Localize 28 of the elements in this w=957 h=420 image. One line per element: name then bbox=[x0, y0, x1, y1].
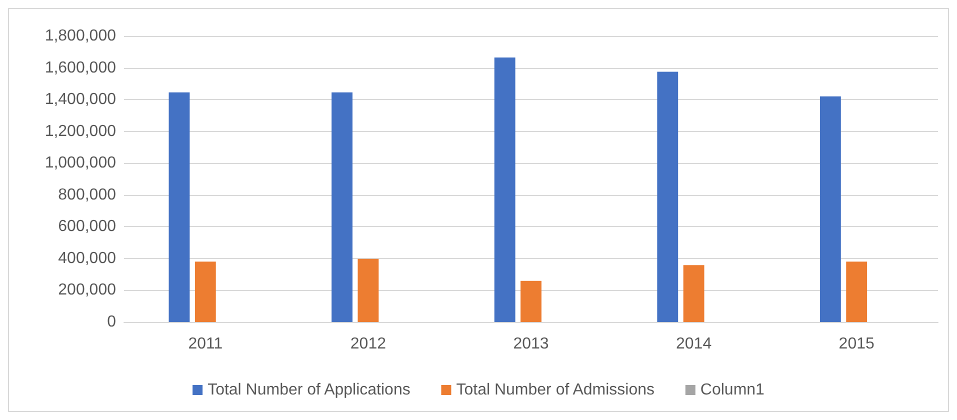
bar bbox=[358, 258, 379, 322]
y-tick-label: 0 bbox=[107, 314, 116, 330]
bar bbox=[683, 265, 704, 322]
legend-label: Total Number of Applications bbox=[208, 382, 410, 398]
bar bbox=[194, 262, 216, 322]
x-tick-label: 2014 bbox=[676, 336, 712, 352]
bar bbox=[332, 92, 352, 322]
bar bbox=[820, 96, 841, 322]
bar bbox=[520, 280, 542, 322]
bar bbox=[846, 262, 868, 322]
y-tick-label: 1,400,000 bbox=[44, 91, 116, 108]
bar bbox=[494, 57, 516, 322]
x-tick-label: 2012 bbox=[350, 336, 386, 352]
y-tick-label: 1,800,000 bbox=[44, 28, 116, 44]
x-tick-label: 2013 bbox=[513, 336, 549, 352]
y-tick-label: 1,200,000 bbox=[44, 122, 116, 140]
y-tick-label: 1,600,000 bbox=[44, 59, 116, 76]
x-tick-label: 2015 bbox=[838, 336, 874, 352]
bar bbox=[657, 72, 678, 322]
x-tick-label: 2011 bbox=[188, 336, 223, 352]
y-tick-label: 200,000 bbox=[58, 282, 116, 299]
y-tick-label: 400,000 bbox=[58, 250, 116, 267]
y-tick-label: 800,000 bbox=[58, 186, 116, 204]
legend-label: Total Number of Admissions bbox=[456, 382, 655, 398]
legend-label: Column1 bbox=[700, 382, 765, 398]
bar bbox=[168, 92, 190, 322]
y-tick-label: 600,000 bbox=[58, 218, 116, 236]
y-tick-label: 1,000,000 bbox=[44, 154, 116, 172]
